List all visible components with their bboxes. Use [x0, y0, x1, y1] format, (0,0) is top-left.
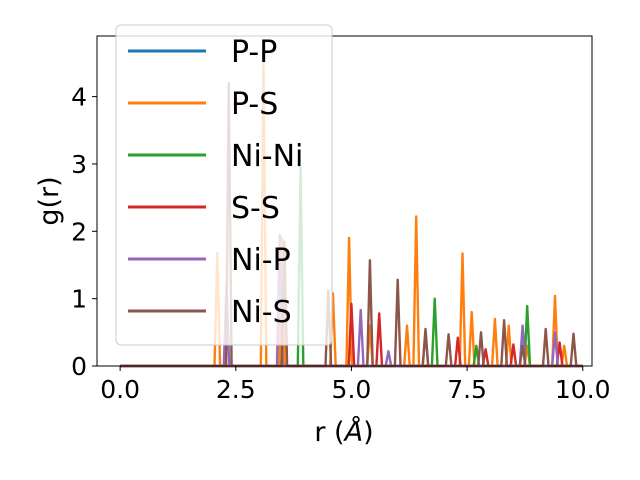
- x-tick-label: 2.5: [216, 375, 256, 404]
- y-tick-label: 1: [71, 285, 87, 314]
- plot-frame: [96, 35, 593, 367]
- x-axis-label: r (Å): [314, 416, 373, 448]
- y-axis: 0 1 2 3 4: [71, 83, 97, 381]
- x-tick-label: 7.5: [447, 375, 487, 404]
- legend-label: Ni-P: [231, 243, 291, 278]
- x-tick-label: 10.0: [555, 375, 611, 404]
- legend-label: P-P: [231, 35, 277, 70]
- x-axis: 0.0 2.5 5.0 7.5 10.0: [100, 366, 611, 404]
- x-tick-label: 0.0: [100, 375, 140, 404]
- legend-label: S-S: [231, 191, 280, 226]
- legend: P-P P-S Ni-Ni S-S Ni-P Ni-S: [115, 24, 333, 346]
- y-tick-label: 4: [71, 83, 87, 112]
- legend-label: Ni-S: [231, 295, 292, 330]
- y-tick-label: 2: [71, 217, 87, 246]
- legend-label: Ni-Ni: [231, 139, 303, 174]
- y-axis-label: g(r): [34, 176, 65, 225]
- x-tick-label: 5.0: [332, 375, 372, 404]
- legend-box: [115, 24, 333, 346]
- y-tick-label: 3: [71, 150, 87, 179]
- y-tick-label: 0: [71, 352, 87, 381]
- legend-label: P-S: [231, 87, 278, 122]
